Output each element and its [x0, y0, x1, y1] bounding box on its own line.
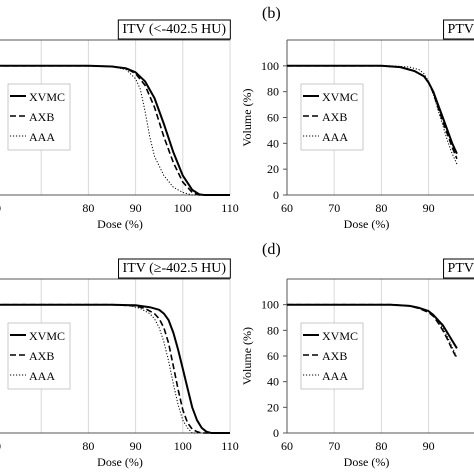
legend-label-xvmc: XVMC — [29, 90, 65, 104]
legend-label-axb: AXB — [29, 110, 54, 124]
x-tick-label: 80 — [82, 201, 94, 215]
chart-panel-3: 60 70 80 90 0 20 40 60 80 100 Dose (%) Volume (%) PT… — [240, 241, 474, 469]
x-tick-label: 70 — [328, 201, 340, 215]
x-tick-label: 80 — [375, 439, 387, 453]
x-tick-label: 0 — [0, 439, 1, 453]
y-axis-label: Volume (%) — [240, 327, 254, 385]
legend-label-aaa: AAA — [29, 130, 55, 144]
chart-title: ITV (≥-402.5 HU) — [123, 261, 227, 276]
x-tick-label: 100 — [174, 201, 192, 215]
legend-label-xvmc: XVMC — [29, 329, 65, 343]
legend-label-axb: AXB — [29, 349, 54, 363]
x-tick-label: 90 — [423, 439, 435, 453]
panel-label: (d) — [262, 241, 281, 258]
chart-title: ITV (<-402.5 HU) — [122, 22, 226, 37]
title-box — [443, 258, 474, 279]
legend-label-aaa: AAA — [322, 369, 348, 383]
x-tick-label: 110 — [221, 439, 239, 453]
legend-label-axb: AXB — [322, 349, 347, 363]
series-line-axb — [0, 303, 230, 434]
series-line-aaa — [0, 304, 230, 434]
x-tick-label: 80 — [82, 439, 94, 453]
chart-title: PTV — [448, 261, 474, 276]
y-tick-label: 20 — [267, 400, 279, 414]
panel-label: (b) — [262, 5, 281, 22]
series-line-axb — [287, 65, 458, 160]
x-tick-label: 90 — [130, 201, 142, 215]
y-tick-label: 80 — [267, 323, 279, 337]
x-tick-label: 80 — [375, 201, 387, 215]
title-box — [118, 258, 231, 279]
x-tick-label: 110 — [221, 201, 239, 215]
x-axis-label: Dose (%) — [97, 217, 143, 231]
y-tick-label: 40 — [267, 136, 279, 150]
y-tick-label: 60 — [267, 111, 279, 125]
chart-panel-2: 0 80 90 100 110 Dose (%) ITV (≥-402.5 HU) XVMC A… — [0, 258, 239, 469]
y-tick-label: 20 — [267, 162, 279, 176]
x-tick-label: 100 — [174, 439, 192, 453]
series-line-xvmc — [287, 303, 458, 349]
chart-panel-1: 60 70 80 90 0 20 40 60 80 100 Dose (%) Volume (%) PT… — [240, 5, 474, 231]
legend-label-aaa: AAA — [322, 130, 348, 144]
y-tick-label: 100 — [261, 298, 279, 312]
title-box — [443, 19, 474, 40]
legend-box — [300, 83, 364, 151]
x-tick-label: 70 — [328, 439, 340, 453]
x-tick-label: 60 — [281, 201, 293, 215]
x-tick-label: 0 — [0, 201, 1, 215]
chart-panel-0: 0 80 90 100 110 Dose (%) ITV (<-402.5 HU) XVMC A… — [0, 19, 239, 231]
legend-label-xvmc: XVMC — [322, 90, 358, 104]
legend-label-xvmc: XVMC — [322, 329, 358, 343]
chart-title: PTV — [448, 22, 474, 37]
y-axis-label: Volume (%) — [240, 88, 254, 146]
series-line-aaa — [0, 65, 230, 196]
x-tick-label: 90 — [423, 201, 435, 215]
x-tick-label: 90 — [130, 439, 142, 453]
y-tick-label: 60 — [267, 349, 279, 363]
x-tick-label: 60 — [281, 439, 293, 453]
series-line-xvmc — [0, 303, 230, 434]
title-box — [117, 19, 231, 40]
x-axis-label: Dose (%) — [344, 217, 390, 231]
series-line-axb — [287, 303, 458, 359]
legend-label-aaa: AAA — [29, 369, 55, 383]
y-tick-label: 0 — [273, 188, 279, 202]
y-tick-label: 80 — [267, 85, 279, 99]
legend-label-axb: AXB — [322, 110, 347, 124]
y-tick-label: 40 — [267, 375, 279, 389]
x-axis-label: Dose (%) — [97, 455, 143, 469]
y-tick-label: 0 — [273, 426, 279, 440]
y-tick-label: 100 — [261, 59, 279, 73]
x-axis-label: Dose (%) — [344, 455, 390, 469]
